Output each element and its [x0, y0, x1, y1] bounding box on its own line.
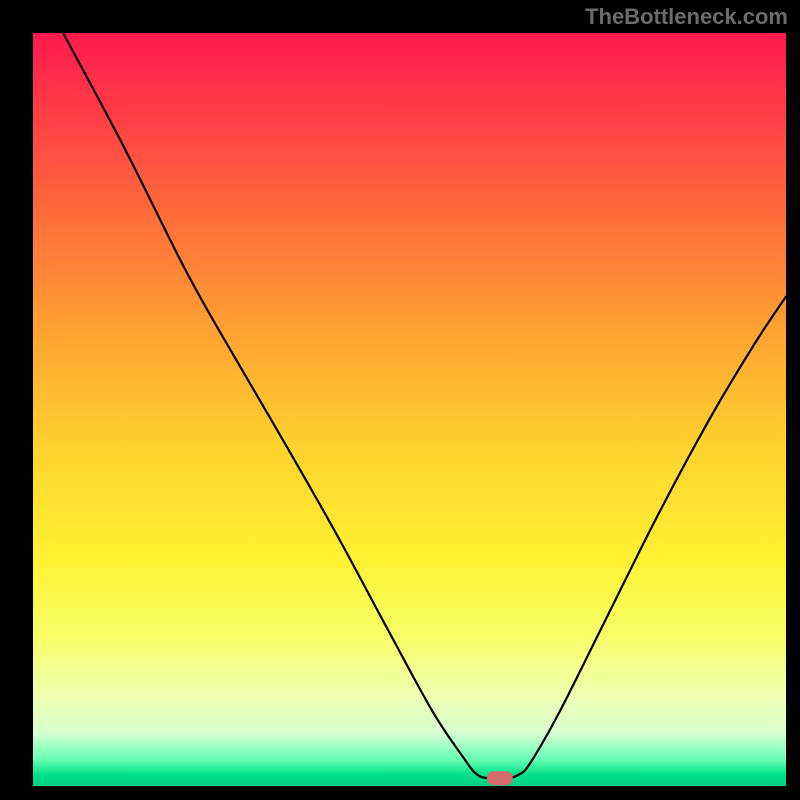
- optimal-marker: [487, 772, 513, 786]
- watermark: TheBottleneck.com: [585, 4, 788, 30]
- bottleneck-curve: [33, 33, 786, 786]
- chart-frame: TheBottleneck.com: [0, 0, 800, 800]
- plot-area: [33, 33, 786, 786]
